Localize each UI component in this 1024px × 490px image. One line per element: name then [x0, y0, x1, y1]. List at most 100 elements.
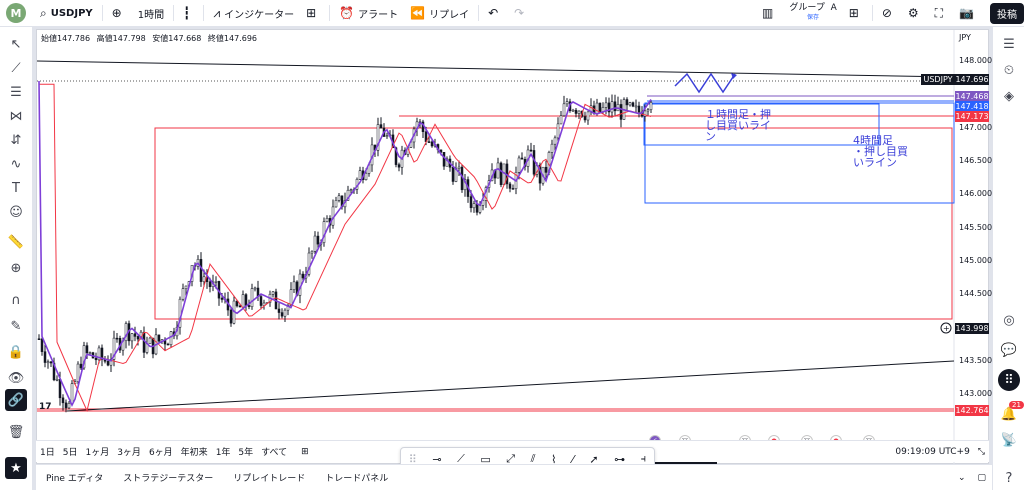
group-button[interactable]: グループ A 保存	[783, 0, 842, 27]
timeframe-button[interactable]: 3ヶ月	[117, 448, 141, 458]
bottom-tab[interactable]: Pine エディタ	[46, 474, 104, 484]
timeframe-button[interactable]: 5年	[238, 448, 254, 458]
eye-icon[interactable]: 👁	[7, 370, 25, 386]
chart-canvas[interactable]: +	[37, 30, 990, 465]
emoji-icon[interactable]: ☺	[9, 204, 23, 220]
lock-icon[interactable]: 🔒	[7, 344, 25, 360]
timeframe-button[interactable]: 5日	[62, 448, 78, 458]
scale-settings-icon[interactable]: ⤡	[977, 446, 985, 457]
undo-button[interactable]: ↶	[482, 0, 508, 27]
apps-icon[interactable]: ⠿	[998, 369, 1020, 391]
rectangle-icon[interactable]: ▭	[480, 452, 491, 466]
candle-body	[241, 294, 245, 308]
drag-handle-icon[interactable]: ⠿	[408, 452, 417, 466]
candle-body	[142, 331, 146, 353]
bottom-tab[interactable]: トレードパネル	[325, 474, 389, 484]
add-symbol-button[interactable]: ⊕	[106, 0, 132, 27]
star-icon[interactable]: ★	[5, 457, 27, 479]
candle-body	[430, 141, 434, 147]
timeframe-button[interactable]: 1ヶ月	[85, 448, 110, 458]
zone-1h-rect-inner[interactable]	[643, 103, 880, 146]
chevron-down-icon[interactable]: ⌄	[957, 472, 966, 483]
clock-label[interactable]: 09:19:09 UTC+9	[895, 446, 970, 457]
alerts-clock-icon[interactable]: ⏲	[1003, 62, 1015, 78]
annotation-4h[interactable]: 4時間足 ・押し目買 いライン	[853, 134, 908, 169]
post-button[interactable]: 投稿	[990, 2, 1024, 24]
candle-body	[553, 137, 557, 145]
candle-body	[292, 281, 296, 290]
watchlist-icon[interactable]: ☰	[1003, 36, 1015, 52]
zoom-in-icon[interactable]: ⊕	[10, 260, 22, 276]
indicators-button[interactable]: ⩘ インジケーター	[207, 0, 300, 27]
ray-icon[interactable]: ⤢	[506, 452, 516, 465]
candle-body	[427, 141, 431, 143]
projection-zigzag[interactable]	[674, 72, 736, 94]
timeframe-button[interactable]: 1年	[215, 448, 231, 458]
vertical-line-icon[interactable]: ⫞	[640, 452, 647, 465]
fullscreen-button[interactable]: ⛶	[929, 0, 953, 27]
snapshot-button[interactable]: 📷	[953, 0, 984, 27]
arrow-marker-icon[interactable]: ➚	[589, 452, 599, 466]
notifications-icon[interactable]: 🔔	[1000, 406, 1018, 422]
candle-body	[364, 173, 368, 180]
timeframe-button[interactable]: 年初来	[180, 448, 208, 458]
layout-select-button[interactable]: ▥	[756, 0, 783, 27]
polyline-icon[interactable]: ⌇	[551, 452, 557, 466]
replay-button[interactable]: ⏪ リプレイ	[404, 0, 475, 27]
link-icon[interactable]: 🔗	[5, 389, 27, 411]
timeframe-button[interactable]: すべて	[261, 448, 288, 458]
bottom-tab[interactable]: ストラテジーテスター	[123, 474, 214, 484]
fib-icon[interactable]: ☰	[10, 84, 22, 100]
candle-body	[55, 379, 59, 381]
candle-body	[220, 297, 224, 300]
chart-pane[interactable]: + 始値147.786 高値147.798 安値147.668 終値147.69…	[36, 29, 992, 465]
trendline-icon[interactable]: ⟋	[457, 452, 465, 465]
candle-body	[76, 363, 80, 382]
ruler-icon[interactable]: 📏	[7, 234, 25, 250]
user-avatar[interactable]: M	[6, 3, 26, 23]
symbol-search[interactable]: ⌕ USDJPY	[34, 0, 99, 27]
price-badge: 147.173	[955, 111, 989, 122]
help-icon[interactable]: ?	[1005, 470, 1013, 486]
timeframe-button[interactable]: 1日	[40, 448, 55, 458]
brush-icon[interactable]: ∿	[10, 156, 22, 172]
horizontal-ray-icon[interactable]: ⊶	[614, 452, 626, 466]
zoom-icon: ⊘	[881, 6, 892, 20]
layout-button[interactable]: ⊞	[300, 0, 326, 27]
cursor-icon[interactable]: ↖	[10, 36, 22, 52]
currency-label[interactable]: JPY	[959, 33, 971, 42]
layers-icon[interactable]: ◈	[1004, 88, 1014, 104]
layouts-grid-button[interactable]: ⊞	[843, 0, 869, 27]
interval-button[interactable]: 1時間	[137, 9, 165, 21]
candle-body	[85, 345, 89, 354]
horizontal-line-icon[interactable]: ⊸	[432, 452, 442, 466]
magnet-icon[interactable]: ∩	[11, 292, 21, 308]
candle-body	[583, 116, 587, 121]
zone-4h-rect[interactable]	[154, 127, 953, 320]
bottom-tab[interactable]: リプレイトレード	[233, 474, 306, 484]
lower-trendline[interactable]	[66, 360, 955, 412]
zone-1h-rect[interactable]	[644, 102, 955, 204]
date-range-icon[interactable]: ⊞	[301, 446, 309, 457]
extended-line-icon[interactable]: ⁄	[571, 452, 574, 466]
chart-type-button[interactable]: ┇	[177, 0, 200, 27]
path-icon[interactable]: ⫽	[530, 452, 536, 465]
pattern-icon[interactable]: ⋈	[9, 108, 23, 124]
chat-icon[interactable]: 💬	[1000, 342, 1018, 358]
lock-draw-icon[interactable]: ✎	[10, 318, 22, 334]
text-icon[interactable]: T	[12, 180, 20, 196]
settings-button[interactable]: ⚙	[902, 0, 929, 27]
alert-button[interactable]: ⏰ アラート	[333, 0, 404, 27]
trash-icon[interactable]: 🗑	[7, 424, 25, 440]
quick-search-button[interactable]: ⊘	[876, 0, 902, 27]
trendline-icon[interactable]: ⟋	[11, 60, 21, 76]
crosshair-plus-icon[interactable]	[940, 322, 952, 334]
redo-button[interactable]: ↷	[508, 0, 534, 27]
annotation-1h[interactable]: １時間足・押 し目買いライ ン	[705, 108, 771, 143]
broadcast-icon[interactable]: 📡	[1000, 432, 1018, 448]
maximize-icon[interactable]: ▢	[977, 472, 986, 483]
upper-trendline[interactable]	[37, 60, 955, 78]
forecast-icon[interactable]: ⇵	[10, 132, 22, 148]
target-icon[interactable]: ◎	[1003, 312, 1015, 328]
timeframe-button[interactable]: 6ヶ月	[148, 448, 173, 458]
